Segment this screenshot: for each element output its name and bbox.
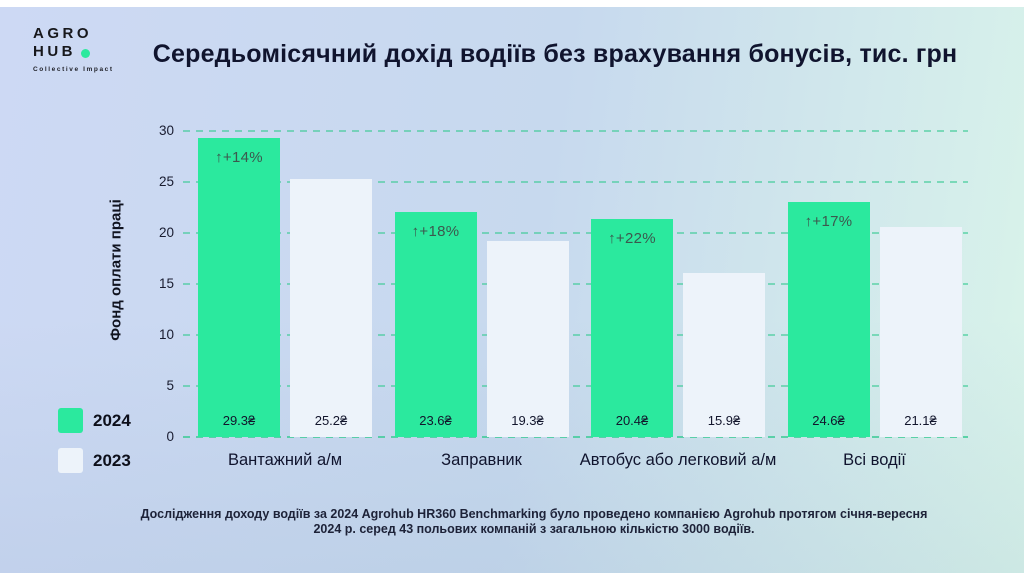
bar-2024-3 (591, 218, 673, 437)
bar-value-2024-2: 23.6₴ (419, 413, 452, 428)
gridline-10 (183, 334, 968, 336)
gridline-20 (183, 232, 968, 234)
footnote-line-2: 2024 р. серед 43 польових компаній з заг… (313, 522, 755, 536)
bar-2024-2 (394, 211, 477, 437)
logo-line-hub-row: HUB (33, 43, 114, 61)
category-label-2: Заправник (441, 451, 522, 469)
page-title: Середьомісячний дохід водіїв без врахува… (152, 40, 958, 68)
growth-badge-1: ↑+14% (215, 149, 263, 167)
legend-item-2023: 2023 (58, 448, 131, 473)
gridline-25 (183, 181, 968, 183)
bar-value-2024-4: 24.6₴ (812, 413, 845, 428)
bar-value-2024-1: 29.3₴ (222, 413, 256, 428)
logo-line-hub: HUB (33, 43, 76, 60)
bar-value-2023-4: 21.1₴ (904, 413, 937, 428)
y-tick-label-0: 0 (166, 429, 174, 444)
logo-line-agro: AGRO (33, 25, 92, 42)
footnote: Дослідження доходу водіїв за 2024 Agrohu… (44, 507, 1024, 537)
growth-badge-3: ↑+22% (608, 229, 656, 247)
growth-badge-4: ↑+17% (804, 213, 853, 231)
y-tick-label-15: 15 (158, 276, 174, 291)
legend-swatch-2024 (58, 408, 83, 433)
growth-badge-2: ↑+18% (411, 222, 460, 240)
footnote-line-1: Дослідження доходу водіїв за 2024 Agrohu… (140, 507, 928, 521)
bar-2023-3 (683, 272, 765, 437)
gridline-5 (183, 385, 968, 387)
bar-value-2023-1: 25.2₴ (314, 413, 348, 428)
y-tick-label-20: 20 (158, 225, 174, 240)
y-axis-label: Фонд оплати праці (107, 199, 125, 341)
y-tick-label-10: 10 (158, 327, 174, 342)
legend-label-2023: 2023 (93, 450, 131, 470)
chart-legend: 2024 2023 (58, 408, 131, 488)
category-label-4: Всі водії (843, 451, 906, 469)
category-label-1: Вантажний а/м (227, 451, 343, 469)
y-tick-label-5: 5 (166, 378, 174, 393)
gridline-30 (183, 130, 968, 132)
logo-tagline: Collective Impact (33, 66, 114, 73)
y-tick-label-30: 30 (158, 123, 174, 138)
bar-value-2024-3: 20.4₴ (615, 413, 649, 428)
bar-2024-4 (787, 202, 870, 437)
bar-2024-1 (198, 138, 280, 437)
bar-2023-2 (486, 241, 569, 437)
legend-swatch-2023 (58, 448, 83, 473)
bar-2023-1 (290, 178, 372, 437)
agrohub-logo: AGRO HUB Collective Impact (33, 25, 114, 73)
bar-2023-4 (879, 226, 962, 437)
bar-chart-plot-area: 29.3₴ ↑+14% 25.2₴ Вантажний а/м 23.6₴ ↑+18% 19… (183, 130, 968, 469)
bar-value-2023-3: 15.9₴ (707, 413, 741, 428)
legend-item-2024: 2024 (58, 408, 131, 433)
gridline-15 (183, 283, 968, 285)
gridline-0 (183, 436, 968, 438)
legend-label-2024: 2024 (93, 410, 131, 430)
y-tick-label-25: 25 (158, 174, 174, 189)
category-label-3: Автобус або легковий а/м (579, 451, 777, 469)
bar-value-2023-2: 19.3₴ (511, 413, 544, 428)
logo-green-dot-icon (81, 48, 90, 58)
